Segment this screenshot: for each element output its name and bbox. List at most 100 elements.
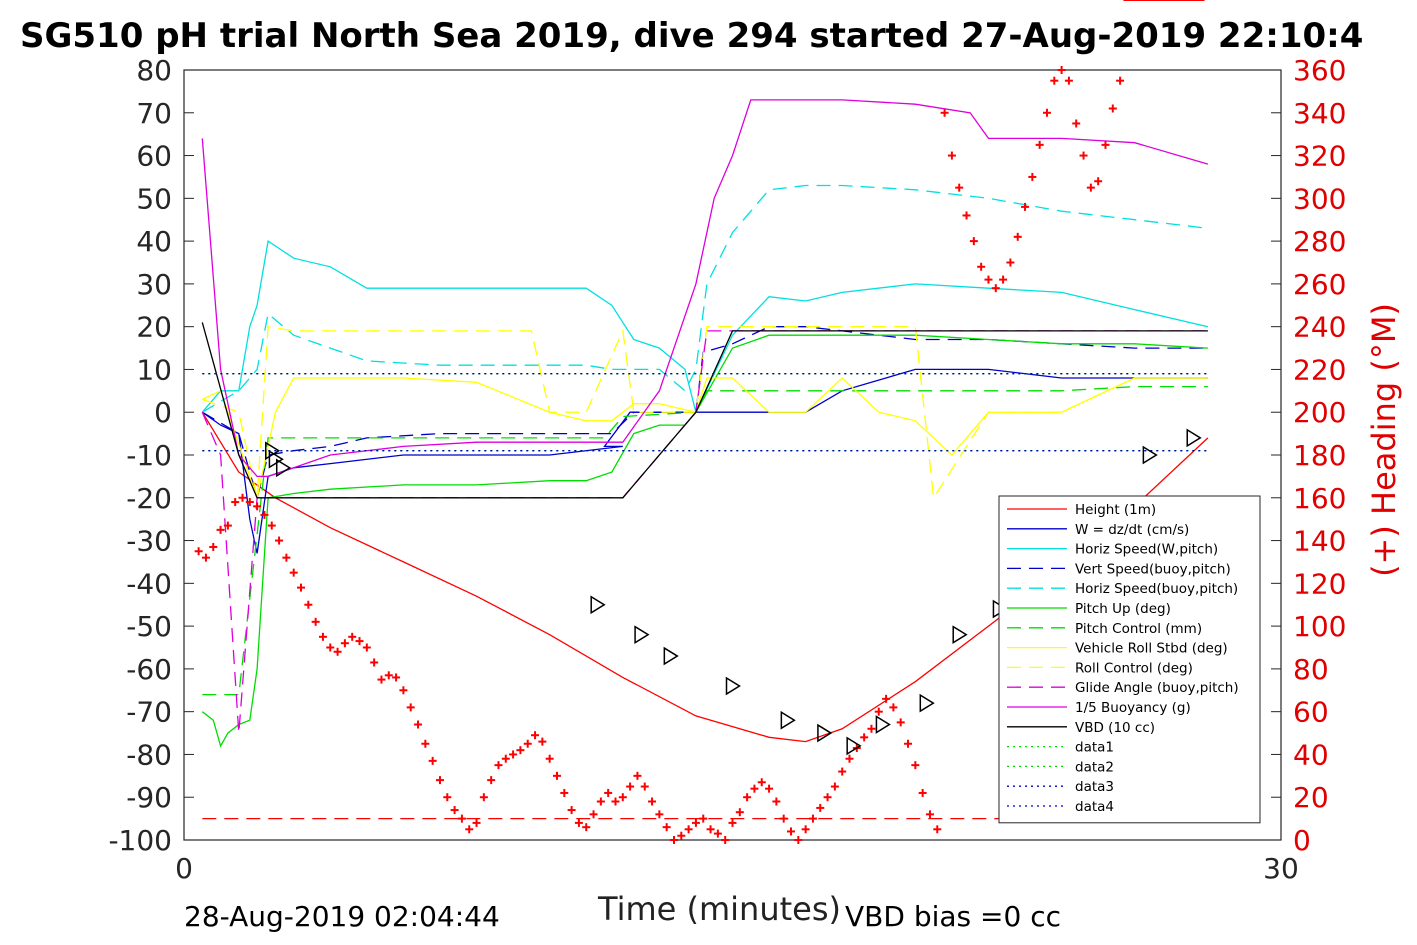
heading-point	[457, 814, 466, 823]
right-tick-label: 280	[1293, 225, 1346, 258]
heading-point	[706, 825, 715, 834]
triangle-marker	[1142, 445, 1158, 465]
heading-point	[765, 784, 774, 793]
heading-point	[801, 825, 810, 834]
right-tick-label: 240	[1293, 311, 1346, 344]
heading-point	[275, 536, 284, 545]
heading-point	[494, 761, 503, 770]
heading-point	[289, 568, 298, 577]
left-tick-label: -50	[126, 610, 172, 643]
left-tick-label: 30	[136, 268, 172, 301]
heading-point	[560, 788, 569, 797]
triangle-marker	[590, 595, 606, 615]
triangle-marker	[952, 625, 968, 645]
heading-point	[253, 502, 262, 511]
left-tick-label: 50	[136, 182, 172, 215]
legend-entry: W = dz/dt (cm/s)	[1075, 522, 1189, 538]
heading-point	[1064, 76, 1073, 85]
right-tick-label: 220	[1293, 353, 1346, 386]
heading-point	[794, 836, 803, 844]
heading-point	[340, 639, 349, 648]
triangle-marker	[275, 458, 292, 478]
chart-title: SG510 pH trial North Sea 2019, dive 294 …	[20, 16, 1364, 56]
heading-point	[362, 643, 371, 652]
heading-point	[545, 754, 554, 763]
heading-point	[567, 806, 576, 815]
heading-point	[779, 814, 788, 823]
left-tick-label: -90	[126, 781, 172, 814]
heading-point	[348, 632, 357, 641]
heading-point	[816, 803, 825, 812]
triangle-marker	[265, 441, 281, 461]
legend-entry: data3	[1075, 779, 1114, 795]
heading-point	[787, 827, 796, 836]
heading-point	[333, 647, 342, 656]
left-axis: 80 70 60 50 40 30 20 10 0 -10 -20 -30 -40 -50 -60 -70 -8…	[108, 54, 194, 857]
heading-point	[399, 686, 408, 695]
left-tick-label: 60	[136, 140, 172, 173]
heading-point	[1042, 108, 1051, 117]
heading-point	[940, 108, 949, 117]
triangle-marker	[268, 449, 284, 469]
heading-point	[311, 617, 320, 626]
heading-point	[772, 797, 781, 806]
heading-point	[509, 750, 518, 759]
left-tick-label: -40	[126, 567, 172, 600]
legend-box	[998, 495, 1261, 824]
x-axis-label: Time (minutes)	[598, 890, 841, 928]
heading-point	[867, 724, 876, 733]
heading-point	[574, 818, 583, 827]
heading-point	[977, 262, 986, 271]
heading-point	[596, 797, 605, 806]
series-line-7	[202, 377, 1208, 501]
left-tick-label: -20	[126, 482, 172, 515]
right-tick-label: 80	[1293, 653, 1329, 686]
heading-point	[750, 784, 759, 793]
right-tick-label: 120	[1293, 567, 1346, 600]
x-tick-label: 0	[175, 852, 193, 885]
heading-point	[1021, 202, 1030, 211]
legend-entry: Horiz Speed(W,pitch)	[1075, 542, 1218, 558]
left-tick-label: 40	[136, 225, 172, 258]
triangle-marker	[634, 625, 650, 645]
heading-point	[823, 793, 832, 802]
right-tick-label: 140	[1293, 525, 1346, 558]
heading-point	[538, 737, 547, 746]
heading-point	[611, 797, 620, 806]
right-tick-label: 340	[1293, 97, 1346, 130]
heading-point	[450, 806, 459, 815]
left-tick-label: 20	[136, 311, 172, 344]
heading-point	[582, 823, 591, 832]
heading-point	[896, 718, 905, 727]
legend-entry: Height (1m)	[1075, 502, 1156, 518]
x-axis: 0 30	[175, 852, 1299, 885]
legend-entry: Horiz Speed(buoy,pitch)	[1075, 581, 1238, 597]
left-tick-label: -30	[126, 525, 172, 558]
left-tick-label: 70	[136, 97, 172, 130]
heading-point	[1035, 140, 1044, 149]
heading-point	[604, 788, 613, 797]
heading-point	[1094, 177, 1103, 186]
legend-entry: VBD (10 cc)	[1075, 720, 1155, 736]
right-tick-label: 180	[1293, 439, 1346, 472]
heading-point	[882, 694, 891, 703]
series-line-8	[202, 325, 1208, 500]
heading-point	[465, 825, 474, 834]
heading-point	[1101, 140, 1110, 149]
triangle-marker	[817, 723, 833, 743]
heading-point	[669, 836, 678, 844]
heading-point	[223, 521, 232, 530]
right-tick-label: 0	[1293, 824, 1311, 857]
left-tick-label: -80	[126, 738, 172, 771]
heading-point	[267, 521, 276, 530]
heading-point	[1116, 76, 1125, 85]
legend-entry: Vehicle Roll Stbd (deg)	[1075, 641, 1228, 657]
heading-point	[838, 767, 847, 776]
series-line-11	[201, 322, 1208, 499]
right-tick-label: 200	[1293, 396, 1346, 429]
heading-point	[655, 810, 664, 819]
right-tick-label: 160	[1293, 482, 1346, 515]
heading-layer	[194, 0, 1205, 844]
heading-point	[735, 808, 744, 817]
heading-point	[260, 510, 269, 519]
